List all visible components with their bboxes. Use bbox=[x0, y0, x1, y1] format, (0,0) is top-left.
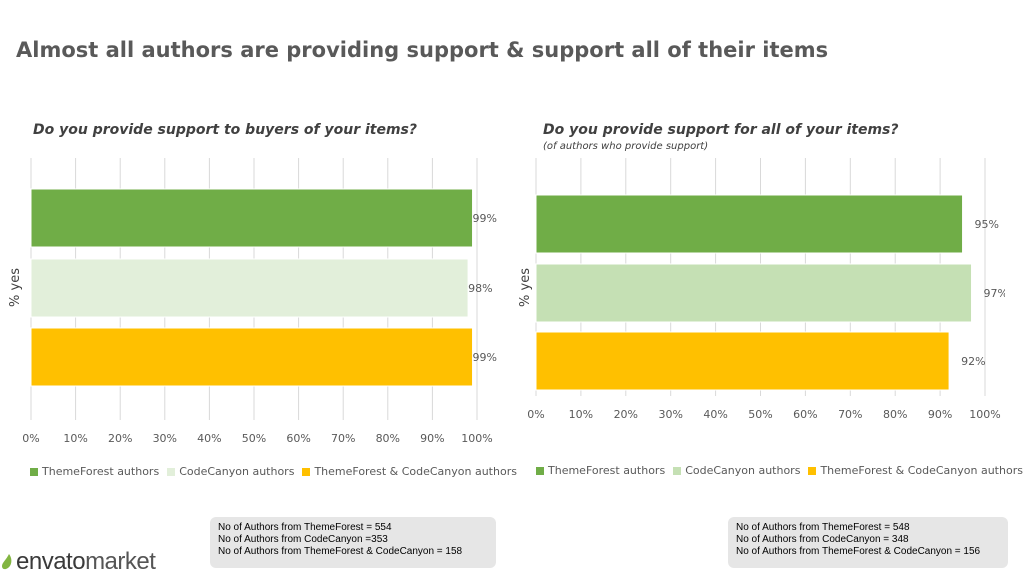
data-label: 98% bbox=[468, 282, 492, 295]
legend-label: CodeCanyon authors bbox=[179, 465, 295, 478]
legend-item: ThemeForest & CodeCanyon authors bbox=[302, 465, 517, 478]
bar bbox=[30, 258, 469, 318]
legend-swatch bbox=[673, 466, 682, 475]
leaf-icon bbox=[2, 554, 12, 570]
data-label: 99% bbox=[473, 212, 497, 225]
chart-1-notes: No of Authors from ThemeForest = 554 No … bbox=[210, 517, 496, 568]
x-tick-label: 60% bbox=[793, 408, 817, 421]
legend-label: CodeCanyon authors bbox=[685, 464, 801, 477]
x-tick-label: 70% bbox=[331, 432, 355, 445]
envato-market-logo: envatomarket bbox=[0, 548, 156, 576]
legend-item: ThemeForest authors bbox=[536, 464, 665, 477]
x-tick-label: 80% bbox=[883, 408, 907, 421]
note-line: No of Authors from CodeCanyon =353 bbox=[218, 534, 388, 545]
chart-2-notes: No of Authors from ThemeForest = 548 No … bbox=[728, 517, 1008, 568]
x-tick-label: 20% bbox=[108, 432, 132, 445]
x-tick-label: 90% bbox=[420, 432, 444, 445]
bar bbox=[535, 194, 964, 254]
legend-swatch bbox=[30, 467, 38, 476]
data-label: 97% bbox=[984, 287, 1005, 300]
bar bbox=[535, 331, 950, 391]
x-tick-label: 100% bbox=[461, 432, 492, 445]
data-label: 99% bbox=[473, 351, 497, 364]
legend-label: ThemeForest authors bbox=[548, 464, 666, 477]
bar bbox=[30, 188, 474, 248]
x-tick-label: 0% bbox=[527, 408, 544, 421]
page-title: Almost all authors are providing support… bbox=[16, 38, 829, 62]
chart-2-legend: ThemeForest authors CodeCanyon authors The… bbox=[536, 464, 1024, 477]
note-line: No of Authors from CodeCanyon = 348 bbox=[736, 534, 909, 545]
legend-item: CodeCanyon authors bbox=[673, 464, 800, 477]
legend-item: ThemeForest authors bbox=[30, 465, 159, 478]
legend-swatch bbox=[167, 467, 176, 476]
bar bbox=[30, 327, 474, 387]
logo-word-market: market bbox=[85, 548, 156, 575]
x-tick-label: 0% bbox=[22, 432, 39, 445]
logo-text: envatomarket bbox=[16, 548, 156, 576]
x-tick-label: 70% bbox=[838, 408, 862, 421]
x-tick-label: 10% bbox=[569, 408, 593, 421]
x-tick-label: 10% bbox=[63, 432, 87, 445]
data-label: 92% bbox=[961, 355, 985, 368]
legend-swatch bbox=[536, 466, 544, 475]
note-line: No of Authors from ThemeForest = 554 bbox=[218, 522, 392, 533]
chart-2-subtitle: (of authors who provide support) bbox=[543, 141, 709, 152]
x-tick-label: 30% bbox=[153, 432, 177, 445]
legend-swatch bbox=[302, 467, 311, 476]
x-tick-label: 40% bbox=[703, 408, 727, 421]
x-tick-label: 100% bbox=[969, 408, 1000, 421]
data-label: 95% bbox=[975, 218, 999, 231]
x-tick-label: 50% bbox=[242, 432, 266, 445]
legend-label: ThemeForest & CodeCanyon authors bbox=[314, 465, 517, 478]
legend-swatch bbox=[808, 466, 817, 475]
note-line: No of Authors from ThemeForest = 548 bbox=[736, 522, 910, 533]
chart-1-legend: ThemeForest authors CodeCanyon authors The… bbox=[30, 465, 525, 478]
x-tick-label: 80% bbox=[376, 432, 400, 445]
legend-label: ThemeForest & CodeCanyon authors bbox=[820, 464, 1023, 477]
legend-label: ThemeForest authors bbox=[42, 465, 160, 478]
legend-item: ThemeForest & CodeCanyon authors bbox=[808, 464, 1023, 477]
x-tick-label: 90% bbox=[928, 408, 952, 421]
x-tick-label: 50% bbox=[748, 408, 772, 421]
chart-1-title: Do you provide support to buyers of your… bbox=[33, 122, 417, 138]
logo-word-envato: envato bbox=[16, 548, 86, 575]
x-tick-label: 60% bbox=[286, 432, 310, 445]
bar bbox=[535, 263, 973, 323]
x-tick-label: 40% bbox=[197, 432, 221, 445]
x-tick-label: 30% bbox=[658, 408, 682, 421]
note-line: No of Authors from ThemeForest & CodeCan… bbox=[736, 546, 981, 557]
note-line: No of Authors from ThemeForest & CodeCan… bbox=[218, 546, 463, 557]
chart-1-plot: 0% 10% 20% 30% 40% 50% 60% 70% 80% 90% 100% 99% 98% 9… bbox=[22, 158, 497, 445]
chart-2-plot: 0% 10% 20% 30% 40% 50% 60% 70% 80% 90% 100% 95% 97% 9… bbox=[527, 158, 1005, 421]
x-tick-label: 20% bbox=[614, 408, 638, 421]
chart-2-title: Do you provide support for all of your i… bbox=[543, 122, 899, 138]
legend-item: CodeCanyon authors bbox=[167, 465, 294, 478]
